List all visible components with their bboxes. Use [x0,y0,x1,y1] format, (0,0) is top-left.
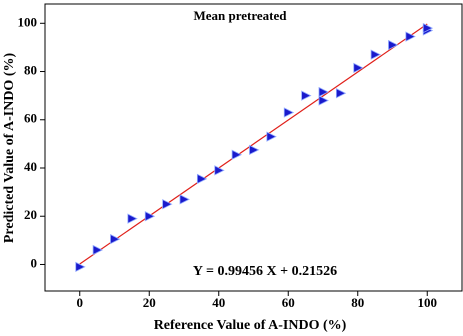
point [301,90,312,101]
x-tick-label: 100 [418,295,438,310]
point [110,233,121,245]
point [179,194,190,205]
x-axis-label: Reference Value of A-INDO (%) [154,318,347,333]
point [318,86,329,98]
point [335,88,347,99]
x-tick-label: 60 [282,295,295,310]
point [127,213,138,224]
y-axis-label: Predicted Value of A-INDO (%) [2,53,17,244]
x-tick-label: 40 [212,295,225,310]
y-tick-label: 40 [24,159,37,174]
point [196,173,208,185]
point [405,31,416,42]
point [144,211,156,222]
y-tick-label: 80 [24,63,37,78]
point [249,144,260,156]
y-tick-label: 20 [24,207,37,222]
point [162,199,173,210]
y-tick-label: 60 [24,111,37,126]
point [214,165,225,176]
y-tick-label: 100 [18,14,38,29]
point [266,131,277,142]
point [75,261,86,273]
point [422,22,434,34]
point [92,244,104,256]
x-tick-label: 80 [351,295,364,310]
point [283,107,295,118]
chart-title: Mean pretreated [193,8,287,23]
plot-frame [44,3,463,292]
point [231,149,243,160]
fit-line [79,23,428,265]
point [370,49,382,60]
y-tick-label: 0 [31,255,38,270]
point [353,62,364,74]
x-tick-label: 20 [143,295,156,310]
point [318,95,329,106]
x-tick-label: 0 [77,295,84,310]
equation: Y = 0.99456 X + 0.21526 [193,264,337,279]
point [388,39,399,51]
